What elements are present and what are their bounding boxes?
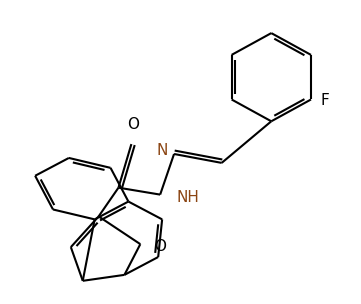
Text: NH: NH <box>176 190 199 205</box>
Text: N: N <box>157 143 168 157</box>
Text: O: O <box>127 117 139 132</box>
Text: F: F <box>321 93 330 108</box>
Text: O: O <box>154 239 166 254</box>
